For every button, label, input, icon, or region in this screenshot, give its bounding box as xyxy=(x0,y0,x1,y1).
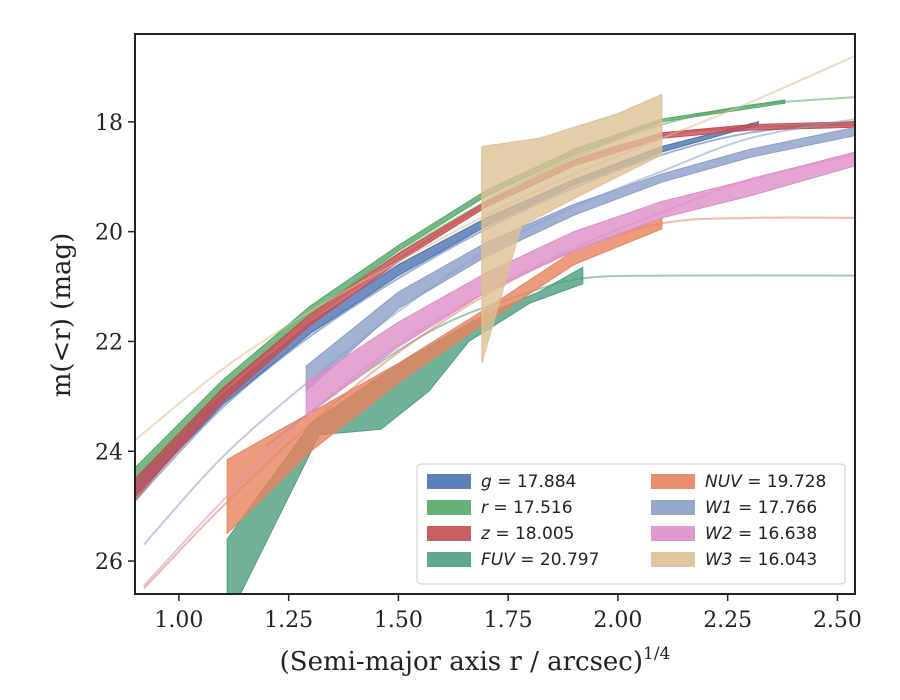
y-axis: 18 20 22 24 26 xyxy=(95,111,135,575)
x-tick-label: 1.75 xyxy=(484,608,533,633)
x-tick-label: 2.00 xyxy=(593,608,642,633)
legend-label: W2 = 16.638 xyxy=(705,524,817,544)
legend-item-w1: W1 = 17.766 xyxy=(651,498,817,518)
model-curve-g xyxy=(135,120,855,502)
x-axis-label-exponent: 1/4 xyxy=(643,644,670,664)
legend-swatch xyxy=(427,474,471,489)
legend-swatch xyxy=(651,552,695,567)
legend-label: z = 18.005 xyxy=(480,524,574,544)
legend-item-w3: W3 = 16.043 xyxy=(651,550,817,570)
y-tick-label: 20 xyxy=(95,221,123,246)
legend-item-w2: W2 = 16.638 xyxy=(651,524,817,544)
x-tick-label: 1.25 xyxy=(264,608,313,633)
plot-frame xyxy=(134,33,856,595)
x-axis: 1.00 1.25 1.50 1.75 2.00 2.25 2.50 xyxy=(154,594,862,633)
series-w2 xyxy=(143,151,855,587)
legend-swatch xyxy=(651,500,695,515)
legend-label: W3 = 16.043 xyxy=(705,550,817,570)
x-tick-label: 2.50 xyxy=(813,608,862,633)
legend-swatch xyxy=(651,526,695,541)
series-z xyxy=(135,121,855,502)
legend-item-fuv: FUV = 20.797 xyxy=(427,550,599,570)
x-tick-label: 1.50 xyxy=(374,608,423,633)
series-w3 xyxy=(135,55,855,442)
legend: g = 17.884 r = 17.516 z = 18.005 FUV = 20.7… xyxy=(416,463,846,585)
y-tick-label: 24 xyxy=(95,440,123,465)
x-tick-label: 2.25 xyxy=(703,608,752,633)
legend-box xyxy=(416,463,846,585)
legend-item-nuv: NUV = 19.728 xyxy=(651,472,826,492)
x-tick-label: 1.00 xyxy=(154,608,203,633)
error-band-w2 xyxy=(305,151,855,417)
legend-item-z: z = 18.005 xyxy=(427,524,574,544)
error-band-nuv xyxy=(226,217,663,535)
legend-item-g: g = 17.884 xyxy=(427,472,576,492)
series-layer xyxy=(135,55,855,594)
y-tick-label: 26 xyxy=(95,550,123,575)
legend-swatch xyxy=(427,552,471,567)
legend-item-r: r = 17.516 xyxy=(427,498,573,518)
y-tick-label: 22 xyxy=(95,330,123,355)
y-tick-label: 18 xyxy=(95,111,123,136)
x-axis-label-text: (Semi-major axis r / arcsec) xyxy=(280,647,643,677)
legend-label: NUV = 19.728 xyxy=(705,472,826,492)
legend-label: FUV = 20.797 xyxy=(481,550,599,570)
legend-swatch xyxy=(427,500,471,515)
legend-label: r = 17.516 xyxy=(481,498,573,518)
y-axis-label: m(<r) (mag) xyxy=(47,233,77,398)
legend-swatch xyxy=(651,474,695,489)
legend-swatch xyxy=(427,526,471,541)
legend-label: W1 = 17.766 xyxy=(705,498,817,518)
legend-label: g = 17.884 xyxy=(481,472,576,492)
error-band-w3 xyxy=(481,93,663,364)
x-axis-label: (Semi-major axis r / arcsec)1/4 xyxy=(280,644,671,677)
error-band-z xyxy=(135,121,855,499)
